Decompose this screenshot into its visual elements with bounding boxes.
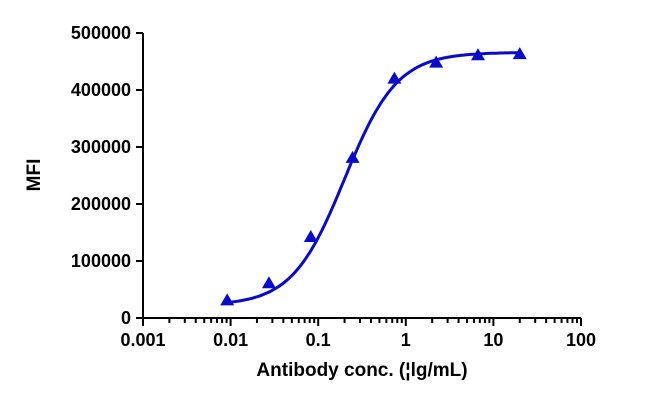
x-axis-title: Antibody conc. (¦lg/mL) xyxy=(256,360,467,381)
data-point-triangle xyxy=(261,276,276,289)
y-tick-label: 0 xyxy=(121,308,131,328)
data-point-triangle xyxy=(345,150,360,163)
data-point-triangle xyxy=(512,47,527,60)
fit-curve xyxy=(227,51,520,305)
data-point-triangle xyxy=(429,55,444,68)
data-point-triangle xyxy=(220,293,235,306)
y-axis: 0 100000 200000 300000 400000 500000 xyxy=(71,23,144,328)
y-tick-label: 200000 xyxy=(71,194,131,214)
x-tick-label: 0.1 xyxy=(306,330,331,350)
y-tick-label: 400000 xyxy=(71,80,131,100)
data-point-triangle xyxy=(387,71,402,84)
x-tick-label: 10 xyxy=(483,330,503,350)
x-tick-label: 0.01 xyxy=(213,330,248,350)
data-point-triangle xyxy=(470,48,485,61)
y-tick-label: 100000 xyxy=(71,251,131,271)
data-markers xyxy=(220,47,527,306)
x-tick-label: 0.001 xyxy=(120,330,165,350)
y-tick-label: 500000 xyxy=(71,23,131,43)
x-axis: 0.001 0.01 0.1 1 10 100 xyxy=(120,317,596,350)
x-tick-label: 1 xyxy=(401,330,411,350)
y-tick-label: 300000 xyxy=(71,137,131,157)
data-point-triangle xyxy=(303,230,318,243)
x-tick-label: 100 xyxy=(566,330,596,350)
y-axis-title: MFI xyxy=(24,159,45,192)
